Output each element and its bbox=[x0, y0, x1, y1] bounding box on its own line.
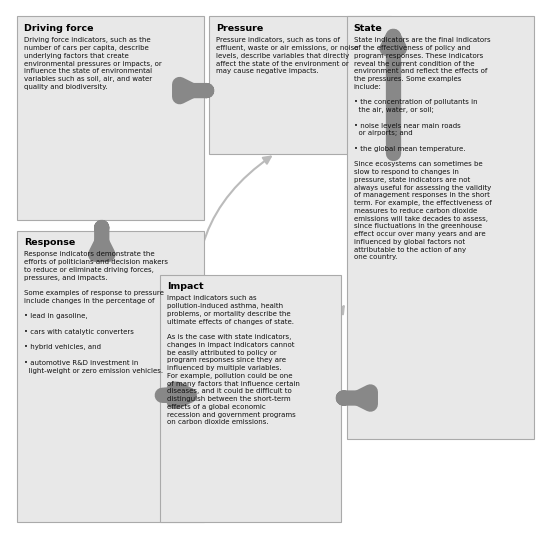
FancyBboxPatch shape bbox=[16, 231, 203, 522]
Text: Driving force: Driving force bbox=[24, 24, 93, 32]
Text: Driving force indicators, such as the
number of cars per capita, describe
underl: Driving force indicators, such as the nu… bbox=[24, 37, 161, 90]
Text: Response: Response bbox=[24, 238, 75, 247]
FancyBboxPatch shape bbox=[209, 16, 390, 154]
Text: Pressure indicators, such as tons of
effluent, waste or air emissions, or noise
: Pressure indicators, such as tons of eff… bbox=[216, 37, 359, 74]
Text: Response indicators demonstrate the
efforts of politicians and decision makers
t: Response indicators demonstrate the effo… bbox=[24, 251, 168, 374]
Text: Pressure: Pressure bbox=[216, 24, 263, 32]
FancyBboxPatch shape bbox=[160, 274, 341, 522]
Text: Impact: Impact bbox=[167, 282, 204, 290]
Text: State: State bbox=[354, 24, 382, 32]
FancyBboxPatch shape bbox=[16, 16, 203, 220]
Text: State indicators are the final indicators
of the effectiveness of policy and
pro: State indicators are the final indicator… bbox=[354, 37, 491, 260]
Text: Impact indicators such as
pollution-induced asthma, health
problems, or mortalit: Impact indicators such as pollution-indu… bbox=[167, 295, 300, 425]
FancyBboxPatch shape bbox=[346, 16, 534, 439]
